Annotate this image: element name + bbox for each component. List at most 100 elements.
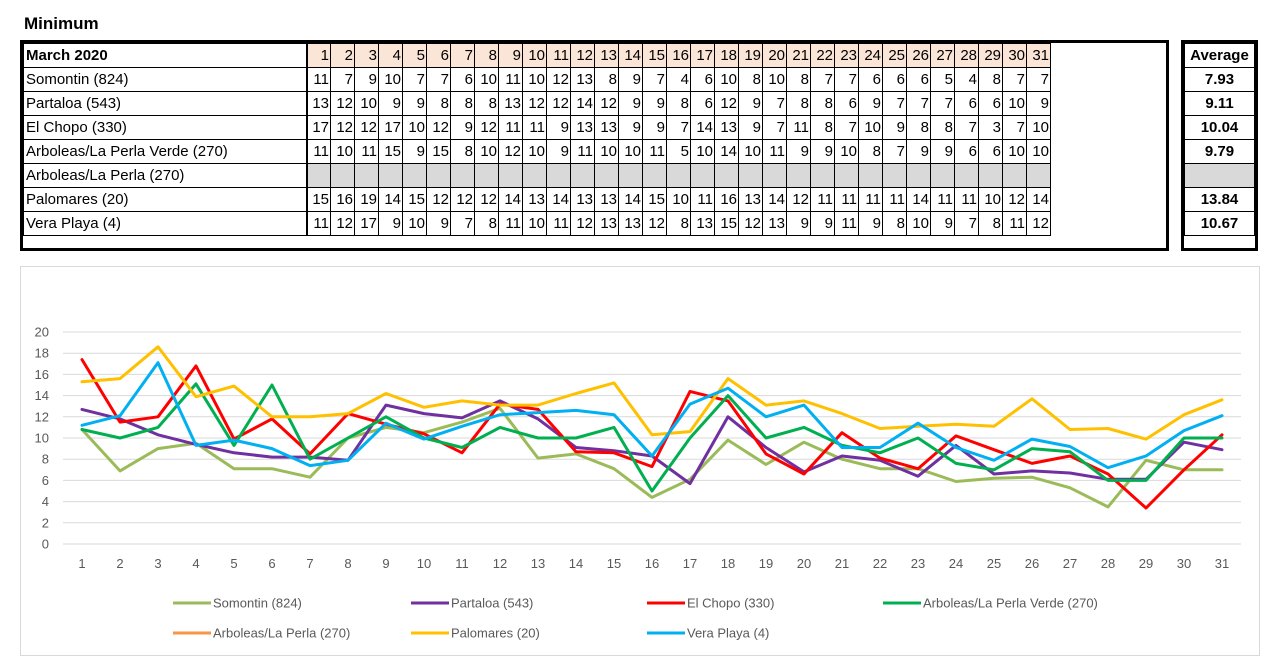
day-header: 11: [546, 43, 571, 68]
day-header: 18: [714, 43, 739, 68]
temperature-cell: 12: [426, 187, 451, 212]
temperature-cell: 11: [810, 187, 835, 212]
temperature-cell: 7: [426, 67, 451, 92]
average-row: 13.84: [1184, 187, 1255, 212]
temperature-cell: 16: [330, 187, 355, 212]
legend-label: El Chopo (330): [687, 596, 774, 611]
x-tick-label: 4: [192, 556, 199, 571]
temperature-cell: 12: [546, 67, 571, 92]
temperature-cell: 11: [786, 115, 811, 140]
temperature-cell: 14: [714, 139, 739, 164]
temperature-cell: [714, 163, 739, 188]
temperature-cell: [402, 163, 427, 188]
temperature-cell: 13: [570, 67, 595, 92]
temperature-cell: 9: [618, 67, 643, 92]
legend-label: Arboleas/La Perla Verde (270): [923, 596, 1098, 611]
temperature-cell: 10: [834, 139, 859, 164]
temperature-cell: 10: [1002, 91, 1027, 116]
temperature-cell: 10: [522, 67, 547, 92]
temperature-cell: 6: [882, 67, 907, 92]
temperature-cell: 9: [378, 211, 403, 236]
temperature-cell: 13: [594, 115, 619, 140]
temperature-cell: 8: [450, 139, 475, 164]
temperature-cell: 7: [402, 67, 427, 92]
legend-label: Palomares (20): [451, 626, 540, 641]
temperature-cell: [954, 163, 979, 188]
temperature-cell: 6: [690, 91, 715, 116]
average-row: 10.04: [1184, 115, 1255, 140]
temperature-cell: 7: [762, 91, 787, 116]
temperature-cell: [474, 163, 499, 188]
temperature-cell: 12: [570, 211, 595, 236]
x-tick-label: 21: [835, 556, 849, 571]
temperature-cell: 8: [786, 67, 811, 92]
temperature-cell: 10: [738, 139, 763, 164]
temperature-cell: 11: [546, 211, 571, 236]
temperature-cell: 7: [450, 211, 475, 236]
temperature-cell: [378, 163, 403, 188]
temperature-cell: 6: [954, 91, 979, 116]
y-tick-label: 10: [35, 431, 49, 446]
temperature-cell: 7: [834, 67, 859, 92]
x-tick-label: 19: [759, 556, 773, 571]
temperature-cell: 4: [666, 67, 691, 92]
x-tick-label: 20: [797, 556, 811, 571]
temperature-cell: 5: [930, 67, 955, 92]
x-tick-label: 16: [645, 556, 659, 571]
temperature-cell: 8: [426, 91, 451, 116]
temperature-cell: 9: [642, 91, 667, 116]
temperature-cell: 12: [354, 115, 379, 140]
temperature-cell: 11: [642, 139, 667, 164]
x-tick-label: 6: [268, 556, 275, 571]
x-tick-label: 26: [1025, 556, 1039, 571]
x-tick-label: 11: [455, 556, 469, 571]
temperature-cell: 12: [786, 187, 811, 212]
temperature-cell: 8: [978, 211, 1003, 236]
station-name: Palomares (20): [23, 187, 308, 212]
temperature-cell: 11: [834, 211, 859, 236]
temperature-cell: 11: [954, 187, 979, 212]
temperature-cell: 9: [354, 67, 379, 92]
y-tick-label: 12: [35, 409, 49, 424]
temperature-cell: 10: [354, 91, 379, 116]
temperature-cell: [930, 163, 955, 188]
average-cell: 7.93: [1184, 67, 1255, 92]
table-row: El Chopo (330) 17 12 12 17 10 12 9 12 11 11 9 13 13 9 9…: [23, 115, 1051, 140]
temperature-cell: 15: [306, 187, 331, 212]
temperature-cell: 10: [906, 211, 931, 236]
temperature-cell: 9: [930, 211, 955, 236]
temperature-cell: 15: [426, 139, 451, 164]
temperature-cell: 12: [498, 139, 523, 164]
temperature-cell: 14: [498, 187, 523, 212]
x-tick-label: 18: [721, 556, 735, 571]
temperature-cell: 5: [666, 139, 691, 164]
legend-label: Partaloa (543): [451, 596, 533, 611]
table-header-row: March 2020 1 2 3 4 5 6 7 8 9 10 11 12 13 14 15 16 17 18 19 2…: [23, 43, 1051, 68]
temperature-cell: 10: [1026, 139, 1051, 164]
temperature-cell: 8: [666, 91, 691, 116]
temperature-cell: 9: [402, 139, 427, 164]
series-line-0: [80, 406, 1224, 509]
temperature-cell: 8: [930, 115, 955, 140]
temperature-cell: 13: [498, 91, 523, 116]
day-header: 28: [954, 43, 979, 68]
temperature-cell: 7: [1002, 67, 1027, 92]
temperature-cell: 10: [594, 139, 619, 164]
temperature-cell: 7: [330, 67, 355, 92]
series-line-6: [80, 361, 1224, 470]
temperature-cell: 10: [1026, 115, 1051, 140]
average-cell: 9.11: [1184, 91, 1255, 116]
average-table-grid: Average 7.93 9.11 10.04 9.79 13.84 10.67: [1184, 43, 1255, 236]
temperature-cell: 14: [546, 187, 571, 212]
temperature-cell: 10: [474, 67, 499, 92]
temperature-cell: 10: [666, 187, 691, 212]
temperature-cell: 11: [858, 187, 883, 212]
x-tick-label: 10: [417, 556, 431, 571]
temperature-cell: [306, 163, 331, 188]
legend-label: Vera Playa (4): [687, 626, 769, 641]
temperature-cell: 10: [402, 115, 427, 140]
temperature-cell: [738, 163, 763, 188]
temperature-cell: 8: [450, 91, 475, 116]
temperature-cell: [1026, 163, 1051, 188]
temperature-cell: 8: [594, 67, 619, 92]
